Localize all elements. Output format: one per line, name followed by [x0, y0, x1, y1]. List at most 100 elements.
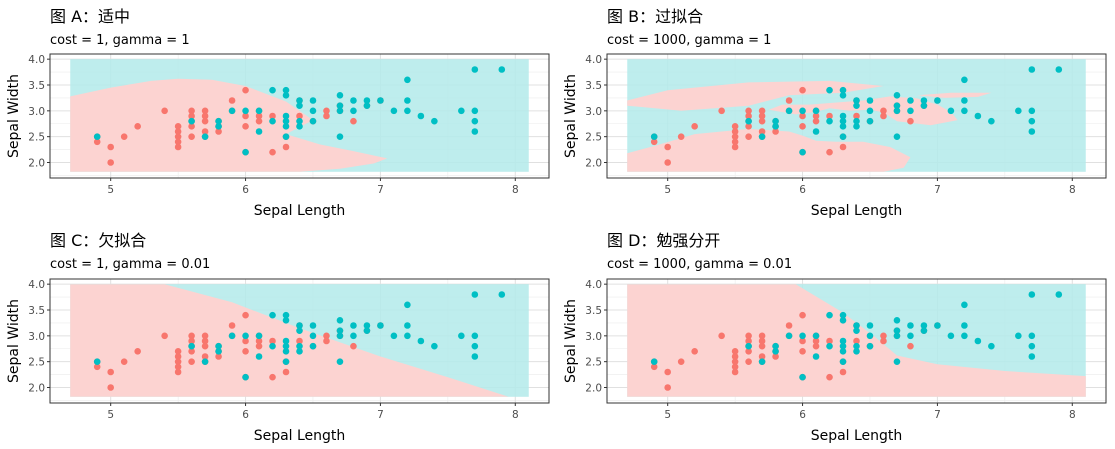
point-teal-class	[893, 133, 901, 140]
point-teal-class	[309, 342, 317, 350]
point-teal-class	[498, 291, 506, 298]
point-teal-class	[839, 133, 847, 140]
point-red-class	[677, 358, 685, 365]
point-teal-class	[431, 342, 438, 350]
point-red-class	[758, 128, 766, 135]
point-red-class	[839, 368, 847, 376]
point-red-class	[242, 311, 249, 319]
point-teal-class	[242, 107, 249, 115]
point-teal-class	[282, 123, 290, 130]
point-red-class	[188, 112, 195, 120]
point-teal-class	[799, 373, 806, 381]
point-red-class	[799, 337, 806, 345]
point-teal-class	[1028, 353, 1036, 360]
point-red-class	[799, 112, 806, 120]
panel-subtitle: cost = 1000, gamma = 0.01	[607, 257, 792, 272]
region-red-class	[917, 92, 992, 98]
point-teal-class	[812, 107, 820, 115]
point-teal-class	[650, 358, 658, 365]
point-red-class	[731, 143, 739, 151]
point-teal-class	[282, 112, 290, 120]
point-red-class	[718, 332, 725, 340]
point-teal-class	[363, 327, 371, 334]
point-teal-class	[404, 322, 411, 329]
x-tick-label: 6	[242, 184, 249, 196]
point-teal-class	[961, 97, 968, 104]
point-teal-class	[242, 332, 249, 340]
point-teal-class	[309, 332, 317, 340]
point-red-class	[174, 363, 182, 371]
point-red-class	[228, 97, 236, 104]
panel-subtitle: cost = 1, gamma = 0.01	[50, 257, 210, 272]
point-teal-class	[417, 337, 425, 345]
point-red-class	[201, 128, 209, 135]
point-red-class	[107, 384, 114, 391]
point-teal-class	[1055, 66, 1063, 73]
point-teal-class	[282, 86, 290, 94]
point-red-class	[745, 348, 752, 355]
point-teal-class	[269, 342, 276, 350]
point-red-class	[758, 353, 766, 360]
panel-title: 图 D：勉强分开	[607, 231, 720, 250]
point-teal-class	[785, 332, 793, 340]
point-teal-class	[390, 332, 398, 340]
point-teal-class	[336, 358, 344, 365]
point-red-class	[745, 123, 752, 130]
point-teal-class	[799, 148, 806, 156]
point-red-class	[880, 112, 887, 120]
x-tick-label: 5	[107, 184, 114, 196]
point-red-class	[323, 337, 330, 345]
point-red-class	[650, 138, 658, 146]
y-tick-label: 3.5	[585, 305, 602, 317]
point-teal-class	[336, 133, 344, 140]
point-red-class	[731, 358, 739, 365]
point-red-class	[745, 332, 752, 340]
point-teal-class	[974, 337, 982, 345]
point-red-class	[242, 123, 249, 130]
y-tick-label: 3.5	[28, 305, 45, 317]
x-tick-label: 8	[512, 409, 519, 421]
point-teal-class	[853, 342, 860, 350]
y-axis-title: Sepal Width	[6, 299, 22, 383]
point-teal-class	[839, 112, 847, 120]
point-teal-class	[255, 353, 263, 360]
point-teal-class	[893, 332, 901, 340]
point-teal-class	[282, 117, 290, 125]
point-teal-class	[458, 107, 465, 115]
point-red-class	[188, 337, 195, 345]
x-tick-label: 8	[512, 184, 519, 196]
point-red-class	[188, 107, 195, 115]
point-teal-class	[812, 332, 820, 340]
point-teal-class	[1028, 107, 1036, 115]
point-red-class	[664, 368, 671, 376]
point-teal-class	[893, 327, 901, 334]
y-tick-label: 2.0	[585, 383, 602, 395]
point-red-class	[242, 348, 249, 355]
panel-d: 图 D：勉强分开 cost = 1000, gamma = 0.01 5 6 7 8 2.0…	[563, 231, 1107, 444]
point-teal-class	[839, 342, 847, 350]
point-red-class	[907, 342, 914, 350]
y-axis-title: Sepal Width	[563, 299, 579, 383]
point-red-class	[174, 133, 182, 140]
x-axis-title: Sepal Length	[811, 203, 903, 219]
point-red-class	[323, 112, 330, 120]
point-red-class	[255, 337, 263, 345]
point-red-class	[215, 353, 222, 360]
point-red-class	[758, 342, 766, 350]
y-tick-label: 2.5	[585, 132, 602, 144]
point-red-class	[120, 358, 128, 365]
point-red-class	[188, 133, 195, 140]
point-teal-class	[350, 332, 357, 340]
point-red-class	[296, 112, 303, 120]
point-teal-class	[215, 123, 222, 130]
point-red-class	[745, 337, 752, 345]
point-red-class	[174, 143, 182, 151]
panel-title: 图 A：适中	[50, 7, 130, 26]
point-teal-class	[853, 97, 860, 104]
point-teal-class	[772, 342, 779, 350]
point-red-class	[799, 311, 806, 319]
point-teal-class	[282, 337, 290, 345]
point-red-class	[323, 332, 330, 340]
point-red-class	[255, 112, 263, 120]
